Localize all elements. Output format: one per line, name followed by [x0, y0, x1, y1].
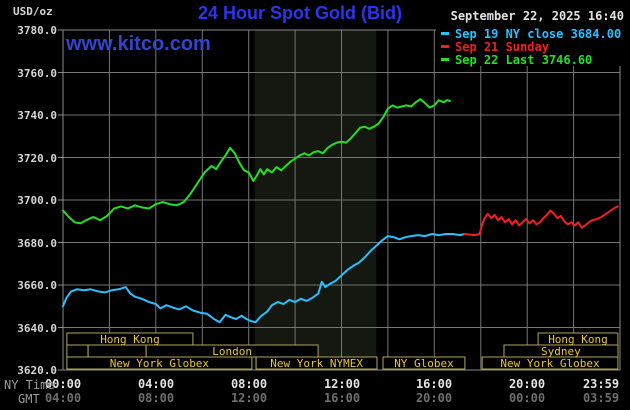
x-tick-label-gmt: 08:00: [137, 391, 175, 405]
legend-label: Sep 21 Sunday: [455, 39, 549, 54]
y-axis-unit-label: USD/oz: [13, 5, 53, 18]
x-tick-label-gmt: 16:00: [323, 391, 361, 405]
y-tick-label: 3660.0: [17, 279, 57, 292]
y-tick-label: 3620.0: [17, 364, 57, 377]
session-label: New York Globex: [110, 357, 210, 370]
legend-dash-icon: [441, 45, 449, 48]
y-tick-label: 3720.0: [17, 152, 57, 165]
x-tick-label-ny: 20:00: [508, 377, 546, 391]
session-label: NY Globex: [394, 357, 454, 370]
x-tick-label-gmt: 12:00: [230, 391, 268, 405]
x-tick-label-gmt: 00:00: [508, 391, 546, 405]
session-box: [255, 356, 378, 370]
y-tick-label: 3680.0: [17, 237, 57, 250]
legend-label: Sep 22 Last 3746.60: [455, 52, 593, 67]
x-tick-label-ny: 12:00: [323, 377, 361, 391]
x-tick-label-gmt: 04:00: [44, 391, 82, 405]
series-sep-21-sunday: [463, 205, 619, 237]
legend-item-sep21: Sep 21 Sunday: [436, 39, 626, 54]
x-tick-label-ny: 16:00: [415, 377, 453, 391]
x-tick-label-ny: 23:59: [582, 377, 620, 391]
legend-item-sep22: Sep 22 Last 3746.60: [436, 52, 626, 67]
session-box: [382, 356, 466, 370]
session-label: Hong Kong: [548, 333, 608, 346]
x-tick-label-gmt: 20:00: [415, 391, 453, 405]
session-label: Hong Kong: [100, 333, 160, 346]
x-tick-label-ny: 00:00: [44, 377, 82, 391]
session-box: [66, 344, 89, 358]
gmt-axis-label: GMT: [18, 392, 40, 406]
y-tick-label: 3740.0: [17, 109, 57, 122]
session-box: [481, 356, 619, 370]
x-tick-label-ny: 04:00: [137, 377, 175, 391]
y-tick-label: 3760.0: [17, 67, 57, 80]
chart-datetime: September 22, 2025 16:40: [450, 9, 624, 23]
session-label: Sydney: [541, 345, 581, 358]
session-label: London: [212, 345, 252, 358]
kitco-watermark-link[interactable]: www.kitco.com: [66, 33, 211, 55]
page-title: 24 Hour Spot Gold (Bid): [198, 3, 402, 23]
y-tick-label: 3700.0: [17, 194, 57, 207]
plot-frame: [62, 29, 621, 371]
ny-time-axis-label: NY Time: [4, 378, 55, 392]
legend-dash-icon: [441, 32, 449, 35]
session-box: [87, 344, 147, 358]
series-sep-22-last: [62, 98, 451, 225]
y-tick-label: 3780.0: [17, 24, 57, 37]
legend-item-sep19: Sep 19 NY close 3684.00: [436, 26, 626, 41]
session-label: New York Globex: [500, 357, 600, 370]
legend-dash-icon: [441, 58, 449, 61]
legend-label: Sep 19 NY close 3684.00: [455, 26, 622, 41]
y-tick-label: 3640.0: [17, 322, 57, 335]
chart-legend: Sep 19 NY close 3684.00 Sep 21 Sunday Se…: [436, 26, 626, 67]
series-sep-19-ny-close: [62, 233, 466, 324]
session-label: New York NYMEX: [270, 357, 363, 370]
x-tick-label-ny: 08:00: [230, 377, 268, 391]
session-box: [66, 356, 253, 370]
x-tick-label-gmt: 03:59: [582, 391, 620, 405]
